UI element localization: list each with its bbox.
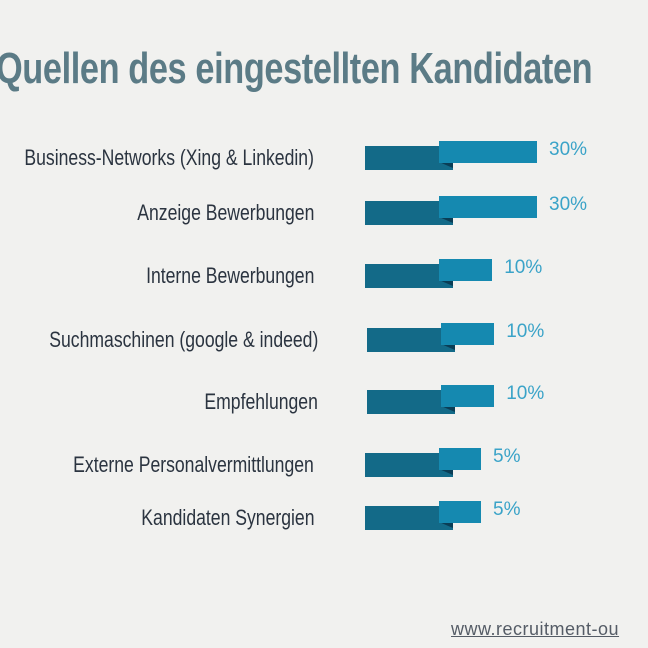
category-label: Anzeige Bewerbungen <box>136 200 314 225</box>
value-label: 10% <box>506 383 545 404</box>
chart-title: Quellen des eingestellten Kandidaten <box>0 44 593 93</box>
bar-fold <box>439 217 453 223</box>
value-label: 30% <box>549 194 588 215</box>
value-label: 5% <box>493 446 521 467</box>
category-label: Interne Bewerbungen <box>145 263 314 288</box>
category-label: Suchmaschinen (google & indeed) <box>48 327 318 352</box>
value-label: 5% <box>493 499 521 520</box>
bar <box>439 141 537 163</box>
bar-fold <box>439 469 453 475</box>
bar <box>441 385 495 407</box>
bar <box>439 259 493 281</box>
bar-base <box>365 201 453 225</box>
value-label: 30% <box>549 139 588 160</box>
bar-fold <box>441 406 455 412</box>
bar-base <box>365 146 453 170</box>
value-label: 10% <box>506 321 545 342</box>
category-label: Business-Networks (Xing & Linkedin) <box>24 145 314 170</box>
category-label: Externe Personalvermittlungen <box>73 452 314 477</box>
bar-fold <box>441 344 455 350</box>
bar-fold <box>439 162 453 168</box>
bar-base <box>365 506 453 530</box>
footer-url[interactable]: www.recruitment-ou <box>451 619 620 639</box>
value-label: 10% <box>504 257 543 278</box>
category-label: Kandidaten Synergien <box>140 505 314 530</box>
bar <box>439 448 481 470</box>
bar-base <box>367 390 455 414</box>
bar-fold <box>439 522 453 528</box>
bar <box>441 323 495 345</box>
bar <box>439 501 481 523</box>
category-label: Empfehlungen <box>204 389 318 414</box>
bar-base <box>365 264 453 288</box>
bar <box>439 196 537 218</box>
bar-base <box>367 328 455 352</box>
bar-fold <box>439 280 453 286</box>
bar-base <box>365 453 453 477</box>
